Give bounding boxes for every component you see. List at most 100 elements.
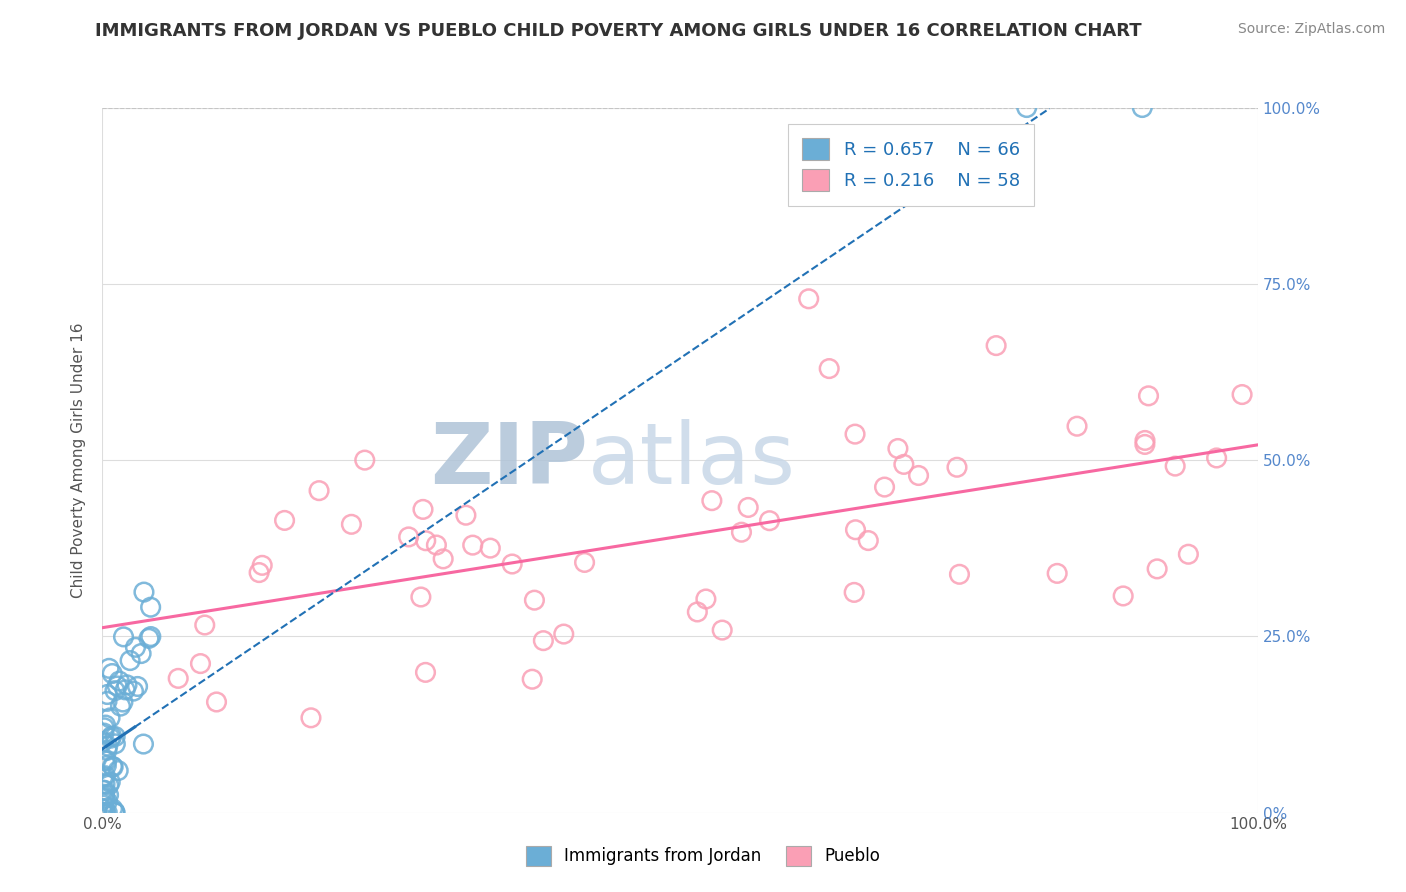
Point (432, 552, 454, 566)
Point (415, 665, 437, 680)
Point (412, 502, 434, 516)
Point (93, 789, 115, 804)
Point (91, 805, 114, 820)
Point (1137, 389, 1160, 403)
Point (686, 605, 709, 619)
Point (844, 585, 866, 599)
Point (97, 739, 120, 753)
Point (93, 754, 115, 768)
Point (104, 737, 127, 751)
Point (858, 533, 880, 548)
Point (91, 770, 114, 784)
Point (948, 567, 970, 582)
Point (1066, 419, 1088, 434)
Point (93, 721, 115, 735)
Point (94, 805, 117, 820)
Point (425, 538, 447, 552)
Point (522, 672, 544, 686)
Point (112, 630, 135, 644)
Point (98, 661, 121, 675)
Point (523, 593, 546, 607)
Point (101, 802, 124, 816)
Point (91, 734, 114, 748)
Point (711, 623, 734, 637)
Point (1130, 101, 1153, 115)
Point (127, 680, 149, 694)
Point (308, 483, 330, 498)
Point (94, 805, 117, 820)
Point (96, 743, 118, 757)
Text: atlas: atlas (588, 418, 796, 501)
Point (190, 657, 212, 671)
Point (132, 737, 155, 751)
Point (1046, 566, 1069, 581)
Point (194, 618, 217, 632)
Point (101, 666, 124, 681)
Point (103, 760, 125, 774)
Point (94, 791, 117, 805)
Point (353, 453, 375, 467)
Point (574, 556, 596, 570)
Point (97, 778, 120, 792)
Point (139, 630, 162, 644)
Point (946, 460, 969, 475)
Point (104, 805, 127, 820)
Point (104, 683, 127, 698)
Point (844, 427, 866, 442)
Point (1205, 450, 1227, 465)
Point (105, 679, 128, 693)
Legend: Immigrants from Jordan, Pueblo: Immigrants from Jordan, Pueblo (512, 832, 894, 880)
Point (984, 338, 1007, 352)
Point (250, 558, 273, 573)
Point (907, 468, 929, 483)
Point (501, 557, 523, 571)
Point (124, 640, 146, 655)
Point (1230, 387, 1253, 401)
Point (115, 678, 138, 692)
Point (700, 493, 723, 508)
Point (94, 769, 117, 783)
Point (96, 795, 118, 809)
Point (1133, 437, 1156, 451)
Point (100, 731, 122, 746)
Point (844, 523, 866, 537)
Point (96, 694, 118, 708)
Point (98, 775, 121, 789)
Point (94, 718, 117, 732)
Point (531, 633, 554, 648)
Point (1146, 562, 1168, 576)
Point (873, 480, 896, 494)
Point (114, 682, 136, 697)
Point (101, 759, 124, 773)
Point (91, 805, 114, 820)
Point (1177, 547, 1199, 561)
Point (132, 585, 155, 599)
Point (93, 798, 115, 813)
Point (415, 533, 437, 548)
Point (94, 777, 117, 791)
Point (93, 726, 115, 740)
Point (887, 442, 910, 456)
Point (96, 758, 118, 772)
Point (461, 538, 484, 552)
Point (110, 699, 132, 714)
Point (107, 764, 129, 778)
Legend: R = 0.657    N = 66, R = 0.216    N = 58: R = 0.657 N = 66, R = 0.216 N = 58 (787, 124, 1035, 205)
Point (98, 711, 121, 725)
Point (111, 695, 134, 709)
Point (553, 627, 575, 641)
Point (139, 600, 162, 615)
Point (96, 805, 118, 820)
Point (893, 458, 915, 472)
Point (100, 729, 122, 743)
Point (1133, 434, 1156, 448)
Point (1015, 101, 1038, 115)
Point (91, 802, 114, 816)
Point (205, 695, 228, 709)
Point (797, 292, 820, 306)
Point (299, 711, 322, 725)
Point (167, 672, 190, 686)
Point (91, 783, 114, 797)
Point (1112, 589, 1135, 603)
Text: IMMIGRANTS FROM JORDAN VS PUEBLO CHILD POVERTY AMONG GIRLS UNDER 16 CORRELATION : IMMIGRANTS FROM JORDAN VS PUEBLO CHILD P… (96, 22, 1142, 40)
